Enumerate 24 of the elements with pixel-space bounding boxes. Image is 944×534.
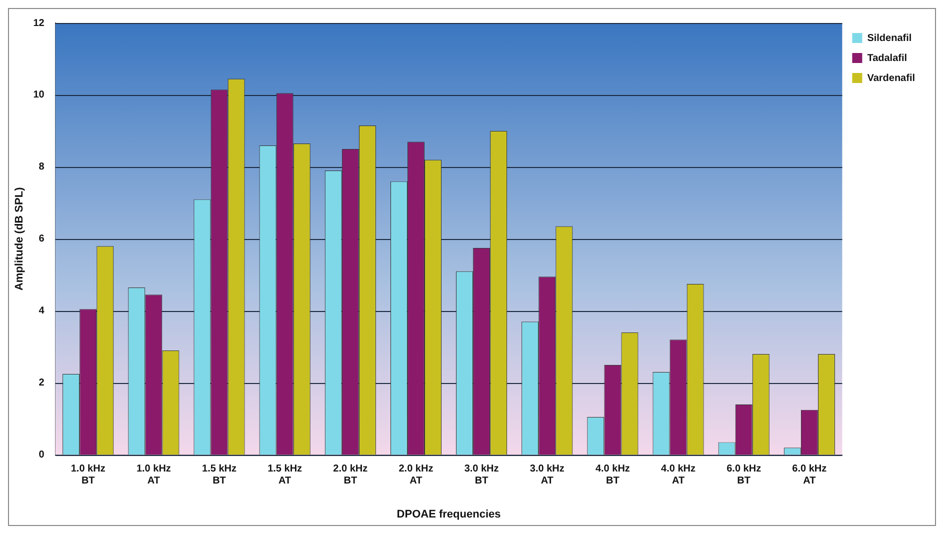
x-tick-label: 3.0 kHz AT [530,464,564,487]
legend-label: Vardenafil [867,72,916,84]
x-axis-title: DPOAE frequencies [396,508,501,520]
x-tick-label: 1.5 kHz BT [202,464,236,487]
x-tick-label: 3.0 kHz BT [464,464,499,487]
x-tick-label: 2.0 kHz AT [398,464,434,487]
y-tick-label: 8 [38,162,45,173]
y-tick-label: 0 [38,450,45,461]
x-tick-label: 1.5 kHz AT [268,464,302,487]
x-tick-label: 4.0 kHz AT [661,464,696,487]
y-tick-label: 10 [33,90,45,101]
legend-label: Tadalafil [867,52,908,64]
x-tick-label: 6.0 kHz AT [792,464,827,487]
x-tick-label: 4.0 kHz BT [595,464,630,487]
x-tick-label: 6.0 kHz BT [726,464,762,487]
x-tick-label: 1.0 kHz AT [136,464,171,487]
x-tick-label: 1.0 kHz BT [70,464,106,487]
y-tick-label: 4 [38,306,45,317]
x-tick-label: 2.0 kHz BT [333,464,368,487]
y-tick-label: 6 [38,234,45,245]
y-axis-title: Amplitude (dB SPL) [14,186,26,291]
legend-label: Sildenafil [867,32,912,44]
y-tick-label: 2 [38,378,45,389]
y-tick-label: 12 [33,18,45,29]
